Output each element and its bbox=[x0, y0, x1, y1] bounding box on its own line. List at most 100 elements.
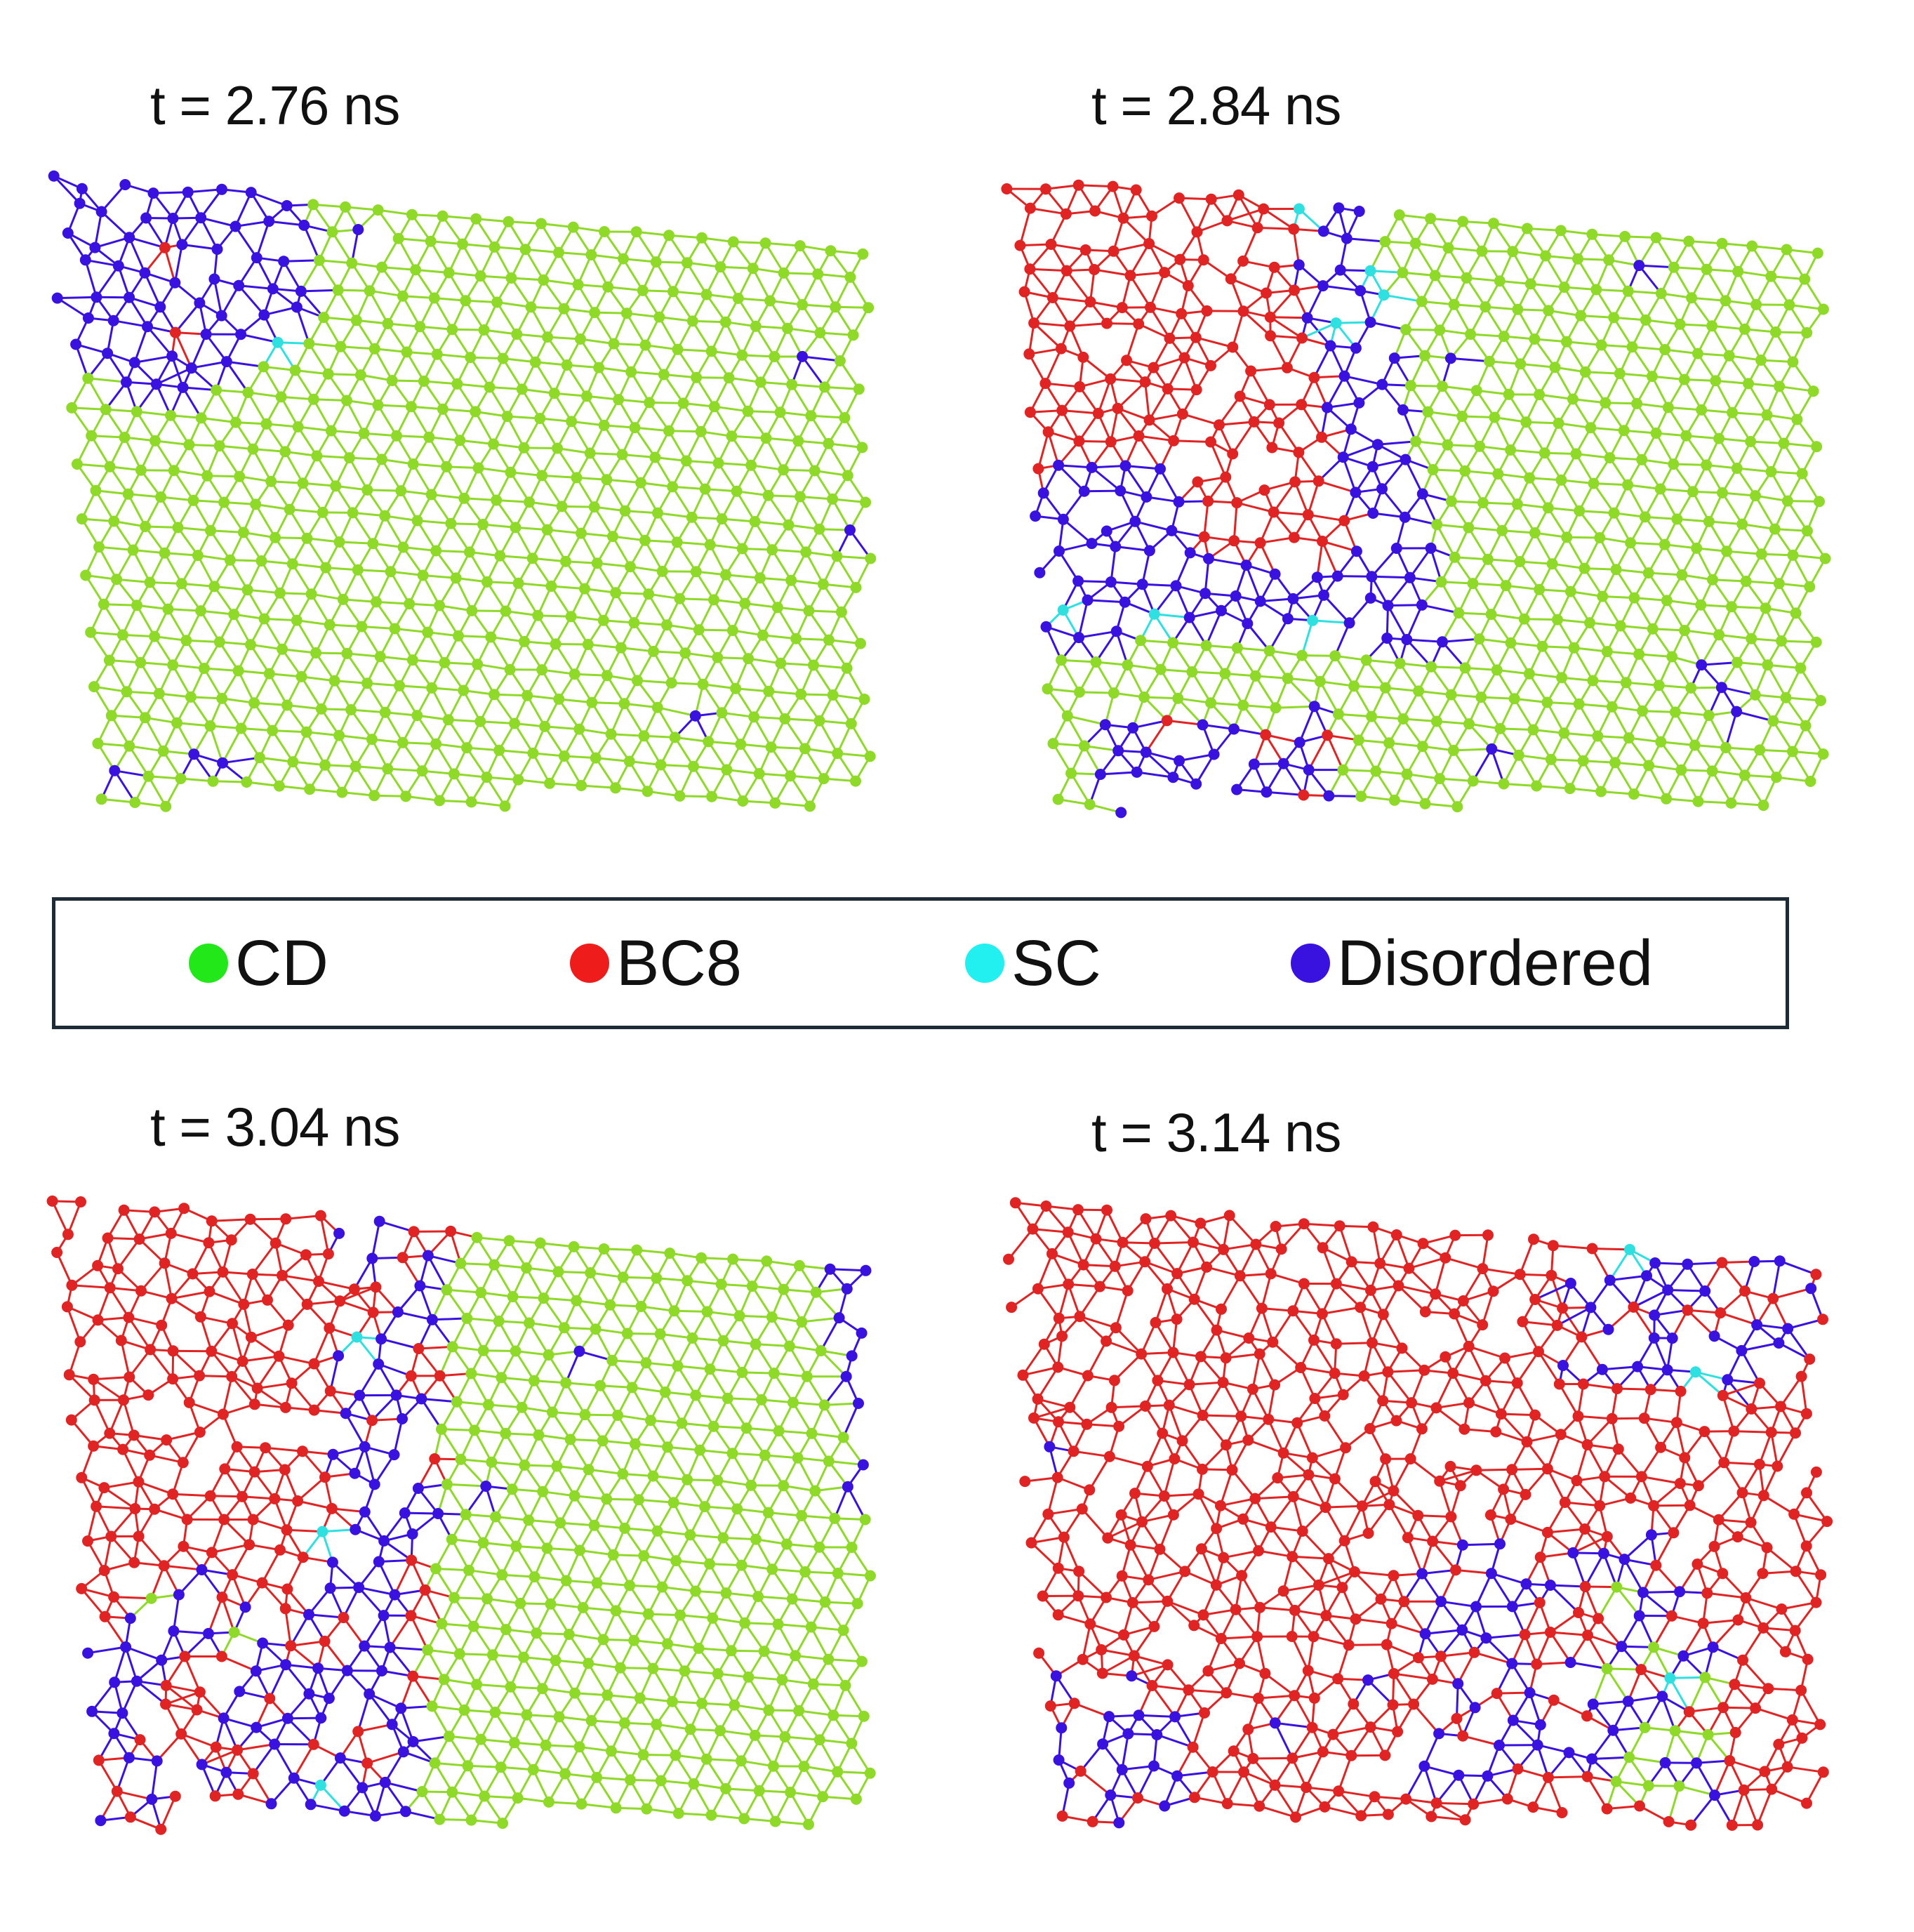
atom-cd bbox=[817, 578, 829, 590]
atom-cd bbox=[235, 722, 247, 734]
atom-sc bbox=[272, 336, 284, 348]
atom-cd bbox=[1186, 666, 1198, 677]
bond bbox=[648, 402, 670, 432]
atom-disordered bbox=[1136, 578, 1148, 590]
atom-cd bbox=[1781, 244, 1793, 256]
atom-bc8 bbox=[1107, 180, 1119, 192]
atom-cd bbox=[708, 594, 719, 606]
bond bbox=[1767, 664, 1787, 699]
bond bbox=[657, 512, 692, 519]
atom-sc bbox=[1364, 265, 1376, 277]
atom-cd bbox=[1524, 278, 1536, 290]
atom-cd bbox=[207, 775, 219, 787]
bond bbox=[666, 1446, 689, 1481]
atom-cd bbox=[1795, 662, 1807, 674]
atom-disordered bbox=[62, 227, 74, 239]
bond bbox=[124, 437, 142, 471]
bond bbox=[1269, 316, 1303, 339]
bond bbox=[146, 326, 173, 357]
bond bbox=[1760, 553, 1781, 584]
atom-cd bbox=[643, 588, 655, 600]
bond bbox=[1318, 479, 1356, 494]
atom-cd bbox=[211, 384, 222, 396]
atom-bc8 bbox=[1164, 332, 1176, 344]
atom-cd bbox=[1817, 748, 1829, 760]
atom-cd bbox=[1413, 685, 1425, 697]
bond bbox=[171, 1297, 201, 1318]
atom-cd bbox=[782, 322, 793, 334]
bond bbox=[345, 399, 365, 434]
atom-cd bbox=[719, 316, 731, 328]
atom-disordered bbox=[1166, 524, 1178, 536]
bond bbox=[371, 1221, 381, 1259]
atom-disordered bbox=[140, 212, 152, 224]
atom-cd bbox=[318, 312, 330, 324]
atom-disordered bbox=[139, 267, 151, 279]
bond bbox=[1547, 507, 1568, 538]
atom-disordered bbox=[1099, 719, 1111, 731]
bond bbox=[221, 727, 242, 764]
atom-cd bbox=[1595, 339, 1607, 351]
bond bbox=[771, 549, 792, 581]
bond bbox=[339, 1299, 374, 1314]
atom-cd bbox=[98, 598, 109, 610]
bond bbox=[1115, 630, 1129, 666]
bond bbox=[1153, 613, 1174, 644]
bond bbox=[460, 439, 494, 445]
atom-cd bbox=[481, 576, 493, 588]
bond bbox=[95, 489, 115, 522]
atom-bc8 bbox=[1202, 495, 1214, 507]
atom-cd bbox=[1746, 240, 1758, 252]
bond bbox=[1725, 550, 1747, 582]
bond bbox=[1343, 443, 1378, 458]
atom-cd bbox=[1674, 318, 1686, 330]
bond bbox=[359, 1363, 380, 1396]
bond bbox=[134, 355, 173, 364]
bond bbox=[773, 1372, 795, 1403]
atom-cd bbox=[1329, 650, 1341, 662]
bond bbox=[1342, 456, 1357, 493]
atom-cd bbox=[1052, 793, 1064, 805]
atom-cd bbox=[371, 596, 382, 608]
bond bbox=[709, 544, 727, 576]
atom-cd bbox=[1590, 284, 1602, 296]
bond bbox=[1427, 411, 1449, 446]
atom-bc8 bbox=[1237, 305, 1249, 317]
atom-cd bbox=[493, 744, 505, 756]
bond bbox=[674, 736, 695, 767]
bond bbox=[457, 635, 479, 666]
atom-cd bbox=[1790, 607, 1802, 619]
bond bbox=[1582, 760, 1602, 793]
bond bbox=[343, 1587, 360, 1618]
bond bbox=[154, 439, 190, 446]
bond bbox=[231, 1323, 244, 1362]
atom-disordered bbox=[102, 348, 114, 359]
atom-bc8 bbox=[1124, 270, 1136, 282]
atom-disordered bbox=[1072, 575, 1084, 587]
bond bbox=[594, 1328, 613, 1361]
bond bbox=[263, 618, 284, 650]
atom-cd bbox=[1654, 483, 1666, 495]
atom-cd bbox=[737, 795, 749, 807]
bond bbox=[302, 482, 324, 513]
atom-cd bbox=[258, 613, 270, 625]
bond bbox=[84, 574, 105, 605]
atom-cd bbox=[1685, 682, 1697, 694]
atom-disordered bbox=[1486, 743, 1498, 755]
atom-cd bbox=[553, 693, 565, 705]
bond bbox=[155, 383, 172, 416]
atom-cd bbox=[423, 431, 435, 443]
atom-bc8 bbox=[1121, 355, 1133, 366]
bond bbox=[493, 1264, 514, 1297]
atom-disordered bbox=[211, 244, 223, 255]
atom-cd bbox=[1508, 693, 1520, 705]
atom-cd bbox=[1628, 788, 1640, 800]
bond bbox=[397, 1285, 421, 1313]
bond bbox=[239, 284, 273, 290]
bond bbox=[234, 192, 253, 227]
bond bbox=[656, 706, 676, 739]
atom-cd bbox=[213, 636, 225, 648]
atom-cd bbox=[428, 292, 440, 304]
bond bbox=[626, 1332, 647, 1364]
atom-disordered bbox=[1324, 340, 1336, 352]
